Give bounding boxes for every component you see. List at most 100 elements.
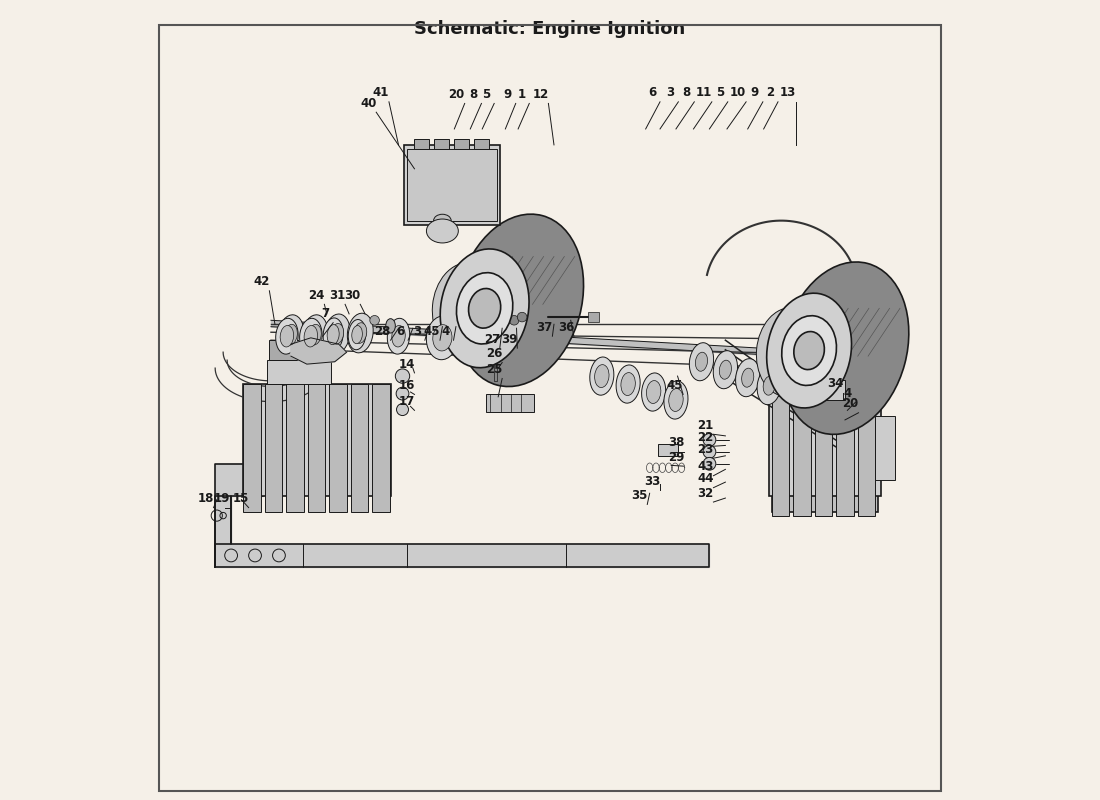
Circle shape xyxy=(703,458,716,470)
Text: 4: 4 xyxy=(441,325,450,338)
Ellipse shape xyxy=(590,357,614,395)
Ellipse shape xyxy=(396,403,408,415)
Text: 20: 20 xyxy=(449,88,465,101)
Text: 45: 45 xyxy=(667,379,683,392)
Text: 32: 32 xyxy=(697,486,714,500)
Ellipse shape xyxy=(427,219,459,243)
Ellipse shape xyxy=(695,352,707,371)
Bar xyxy=(836,396,854,515)
Polygon shape xyxy=(216,496,710,567)
Ellipse shape xyxy=(647,381,661,403)
Ellipse shape xyxy=(782,316,836,386)
Text: 40: 40 xyxy=(360,97,376,110)
Ellipse shape xyxy=(299,318,322,354)
Bar xyxy=(434,139,449,149)
Text: 35: 35 xyxy=(631,489,648,502)
Text: 22: 22 xyxy=(697,431,714,444)
Text: 8: 8 xyxy=(682,86,691,99)
Ellipse shape xyxy=(349,319,366,350)
Text: 25: 25 xyxy=(486,363,503,376)
Text: 29: 29 xyxy=(668,450,684,464)
Text: 5: 5 xyxy=(482,88,491,101)
Text: 12: 12 xyxy=(532,88,549,101)
Bar xyxy=(267,360,331,384)
Ellipse shape xyxy=(690,342,714,381)
Text: 9: 9 xyxy=(751,86,759,99)
Bar xyxy=(454,139,469,149)
Text: 9: 9 xyxy=(504,88,512,101)
Ellipse shape xyxy=(278,315,304,354)
Bar xyxy=(286,384,304,512)
Ellipse shape xyxy=(354,322,366,343)
Ellipse shape xyxy=(348,314,373,353)
Text: 14: 14 xyxy=(398,358,415,370)
Bar xyxy=(793,396,811,515)
Text: 43: 43 xyxy=(697,460,714,474)
Bar xyxy=(415,139,429,149)
Ellipse shape xyxy=(387,318,410,354)
Text: 34: 34 xyxy=(827,378,844,390)
Ellipse shape xyxy=(736,358,760,397)
Text: 7: 7 xyxy=(321,307,329,320)
Ellipse shape xyxy=(757,366,781,405)
Text: 30: 30 xyxy=(344,289,361,302)
Bar xyxy=(789,380,845,400)
Text: 41: 41 xyxy=(373,86,389,99)
Text: 24: 24 xyxy=(308,289,324,302)
Text: 6: 6 xyxy=(396,325,404,338)
Text: 20: 20 xyxy=(843,398,859,410)
Text: 11: 11 xyxy=(695,86,712,99)
Ellipse shape xyxy=(664,381,688,419)
Ellipse shape xyxy=(276,318,298,354)
Circle shape xyxy=(703,446,716,458)
Text: 18: 18 xyxy=(197,492,213,506)
Ellipse shape xyxy=(386,318,395,333)
Ellipse shape xyxy=(352,326,362,344)
Text: 45: 45 xyxy=(424,325,440,338)
Ellipse shape xyxy=(794,331,824,370)
Text: 27: 27 xyxy=(484,333,499,346)
Text: 31: 31 xyxy=(329,289,345,302)
Ellipse shape xyxy=(641,373,666,411)
Circle shape xyxy=(509,315,519,325)
Text: 15: 15 xyxy=(232,492,249,506)
Ellipse shape xyxy=(280,326,294,347)
Ellipse shape xyxy=(304,326,318,347)
Bar xyxy=(494,363,497,381)
Ellipse shape xyxy=(440,249,529,368)
Ellipse shape xyxy=(427,316,459,360)
Text: 17: 17 xyxy=(398,395,415,408)
Ellipse shape xyxy=(331,323,343,344)
Text: 21: 21 xyxy=(697,419,714,432)
Bar xyxy=(308,384,326,512)
Text: 10: 10 xyxy=(730,86,746,99)
Bar xyxy=(243,384,390,496)
Text: Schematic: Engine Ignition: Schematic: Engine Ignition xyxy=(415,20,685,38)
Ellipse shape xyxy=(370,315,379,325)
Circle shape xyxy=(497,315,507,325)
Bar xyxy=(404,145,499,225)
Ellipse shape xyxy=(285,324,297,345)
Ellipse shape xyxy=(719,360,732,379)
Ellipse shape xyxy=(432,325,452,351)
Ellipse shape xyxy=(781,262,909,434)
Ellipse shape xyxy=(432,262,500,354)
Ellipse shape xyxy=(620,373,636,395)
Bar xyxy=(486,394,535,412)
Text: 42: 42 xyxy=(253,275,270,288)
Text: 3: 3 xyxy=(667,86,674,99)
Text: 8: 8 xyxy=(470,88,477,101)
Text: 19: 19 xyxy=(214,492,231,506)
Circle shape xyxy=(703,434,716,446)
Bar xyxy=(270,340,329,360)
Text: 44: 44 xyxy=(697,472,714,486)
Polygon shape xyxy=(216,464,263,567)
Bar xyxy=(876,416,895,480)
Ellipse shape xyxy=(323,318,343,351)
Bar xyxy=(815,396,833,515)
Text: 4: 4 xyxy=(844,387,851,400)
Bar xyxy=(265,384,282,512)
Polygon shape xyxy=(290,338,346,364)
Text: 2: 2 xyxy=(766,86,774,99)
Bar xyxy=(588,312,600,322)
